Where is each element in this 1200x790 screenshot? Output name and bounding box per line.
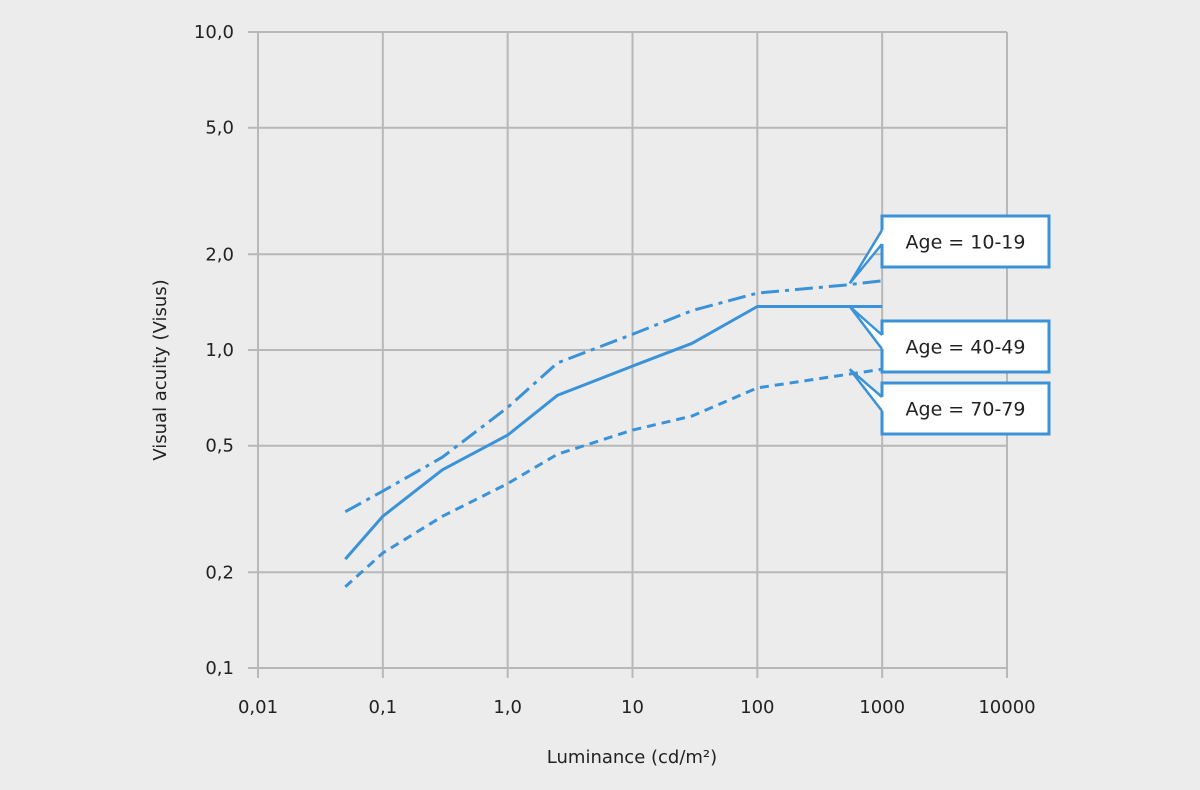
callout-border	[880, 319, 1051, 374]
callout-2: Age = 40-49	[848, 305, 1051, 374]
callout-box	[882, 383, 1049, 434]
callout-pointer	[848, 368, 883, 412]
callout-box	[882, 321, 1049, 372]
y-tick-label: 0,5	[205, 436, 234, 457]
callout-pointer	[848, 305, 883, 350]
callout-box	[882, 216, 1049, 267]
x-tick-label: 0,01	[238, 697, 278, 718]
x-tick-label: 1000	[859, 697, 905, 718]
series-line-2	[344, 305, 883, 561]
series-line-1	[344, 279, 883, 514]
callout-layer: Age = 10-19 Age = 40-49 Age = 70-79	[848, 214, 1051, 436]
x-axis-ticks: 0,01 0,1 1,0 10 100 1000 10000	[238, 697, 1036, 718]
series-label: Age = 70-79	[906, 399, 1026, 421]
x-axis-title: Luminance (cd/m²)	[547, 747, 717, 768]
y-tick-label: 5,0	[205, 118, 234, 139]
y-tick-label: 0,2	[205, 562, 234, 583]
x-tick-label: 10	[621, 697, 644, 718]
callout-border	[880, 214, 1051, 269]
y-tick-label: 2,0	[205, 244, 234, 265]
callout-1: Age = 10-19	[848, 214, 1051, 285]
callout-3: Age = 70-79	[848, 368, 1051, 436]
y-axis-title: Visual acuity (Visus)	[150, 279, 171, 460]
callout-pointer	[848, 229, 884, 285]
x-tick-label: 10000	[978, 697, 1035, 718]
x-tick-label: 0,1	[369, 697, 398, 718]
y-tick-label: 10,0	[194, 22, 234, 43]
series-label: Age = 10-19	[906, 232, 1026, 254]
y-tick-label: 1,0	[205, 340, 234, 361]
series-label: Age = 40-49	[906, 337, 1026, 359]
y-tick-label: 0,1	[205, 658, 234, 679]
y-axis-ticks: 0,1 0,2 0,5 1,0 2,0 5,0 10,0	[194, 22, 234, 679]
series-line-3	[344, 367, 883, 588]
x-tick-label: 1,0	[493, 697, 522, 718]
x-tick-label: 100	[740, 697, 774, 718]
series-layer	[344, 279, 883, 588]
callout-border	[880, 381, 1051, 436]
